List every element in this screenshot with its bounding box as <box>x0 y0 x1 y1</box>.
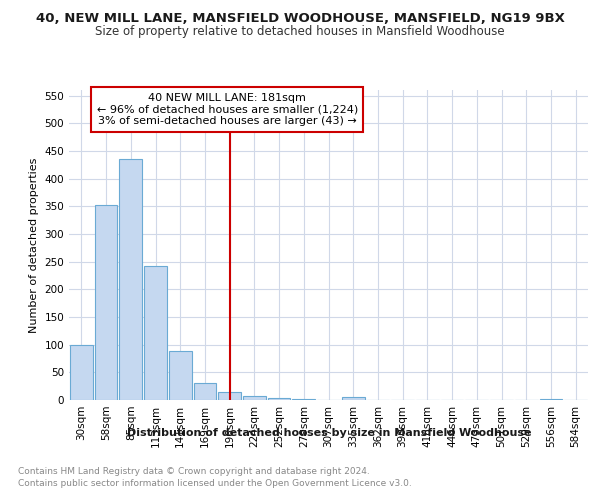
Bar <box>292 399 315 400</box>
Bar <box>119 159 142 400</box>
Text: Contains HM Land Registry data © Crown copyright and database right 2024.: Contains HM Land Registry data © Crown c… <box>18 468 370 476</box>
Y-axis label: Number of detached properties: Number of detached properties <box>29 158 39 332</box>
Bar <box>539 399 562 400</box>
Bar <box>95 204 118 400</box>
Bar <box>243 396 266 400</box>
Bar <box>169 352 191 400</box>
Text: Contains public sector information licensed under the Open Government Licence v3: Contains public sector information licen… <box>18 479 412 488</box>
Bar <box>342 397 365 400</box>
Bar <box>194 384 216 400</box>
Bar <box>144 266 167 400</box>
Text: Size of property relative to detached houses in Mansfield Woodhouse: Size of property relative to detached ho… <box>95 25 505 38</box>
Bar <box>268 398 290 400</box>
Bar <box>218 392 241 400</box>
Bar <box>70 344 93 400</box>
Text: Distribution of detached houses by size in Mansfield Woodhouse: Distribution of detached houses by size … <box>127 428 531 438</box>
Text: 40, NEW MILL LANE, MANSFIELD WOODHOUSE, MANSFIELD, NG19 9BX: 40, NEW MILL LANE, MANSFIELD WOODHOUSE, … <box>35 12 565 26</box>
Text: 40 NEW MILL LANE: 181sqm
← 96% of detached houses are smaller (1,224)
3% of semi: 40 NEW MILL LANE: 181sqm ← 96% of detach… <box>97 93 358 126</box>
